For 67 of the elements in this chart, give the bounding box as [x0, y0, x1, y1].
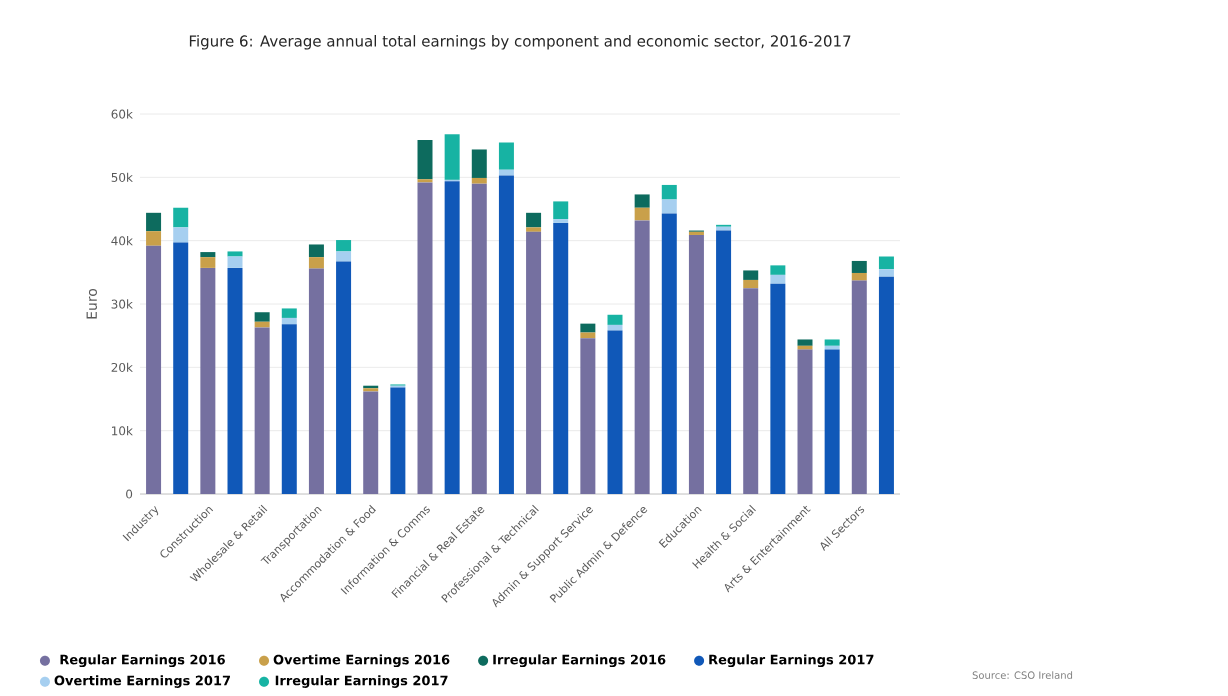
bar	[824, 349, 840, 494]
bar	[254, 327, 270, 494]
bar	[308, 257, 324, 269]
bar	[661, 184, 677, 200]
bar	[200, 257, 216, 268]
bar	[580, 323, 596, 333]
bar	[417, 139, 433, 180]
bar	[553, 222, 569, 494]
bar	[336, 261, 352, 494]
bar	[688, 234, 704, 494]
bar	[281, 324, 297, 494]
bar	[607, 324, 623, 331]
bar	[878, 276, 894, 494]
bar	[471, 183, 487, 494]
bar	[797, 349, 813, 494]
bar	[634, 220, 650, 494]
bar	[743, 279, 759, 289]
bar	[770, 274, 786, 284]
bar	[634, 194, 650, 208]
bar	[336, 251, 352, 262]
bar	[254, 312, 270, 322]
bar	[146, 231, 162, 246]
bar	[498, 175, 514, 494]
bar	[390, 387, 406, 494]
bar	[200, 252, 216, 258]
bar	[363, 391, 379, 494]
bar	[281, 308, 297, 318]
bar	[770, 265, 786, 275]
bar	[743, 288, 759, 494]
bar	[227, 251, 243, 257]
bar	[173, 242, 189, 494]
bar	[878, 269, 894, 277]
bar	[634, 207, 650, 221]
bar	[661, 213, 677, 494]
bar	[417, 182, 433, 494]
bar	[607, 330, 623, 494]
bar	[146, 245, 162, 494]
bar	[471, 149, 487, 178]
bar	[444, 134, 460, 180]
bar	[824, 339, 840, 346]
bar	[227, 267, 243, 494]
bar	[661, 199, 677, 214]
bar	[336, 239, 352, 252]
bar	[471, 177, 487, 184]
bar	[851, 260, 867, 273]
bar	[851, 280, 867, 494]
bar	[526, 212, 542, 228]
bar	[173, 207, 189, 228]
bar	[281, 317, 297, 325]
bar	[607, 314, 623, 325]
bar	[498, 142, 514, 170]
bar	[851, 272, 867, 281]
bar	[716, 230, 732, 494]
bar	[743, 270, 759, 280]
bar	[173, 227, 189, 243]
bar	[580, 338, 596, 494]
bar	[200, 267, 216, 494]
bar	[878, 256, 894, 270]
bar	[308, 268, 324, 494]
bar	[227, 256, 243, 268]
bar	[770, 283, 786, 494]
bar	[146, 212, 162, 232]
bar	[553, 201, 569, 220]
bar	[797, 339, 813, 346]
bar	[444, 181, 460, 494]
bar	[526, 231, 542, 494]
bar	[308, 244, 324, 258]
